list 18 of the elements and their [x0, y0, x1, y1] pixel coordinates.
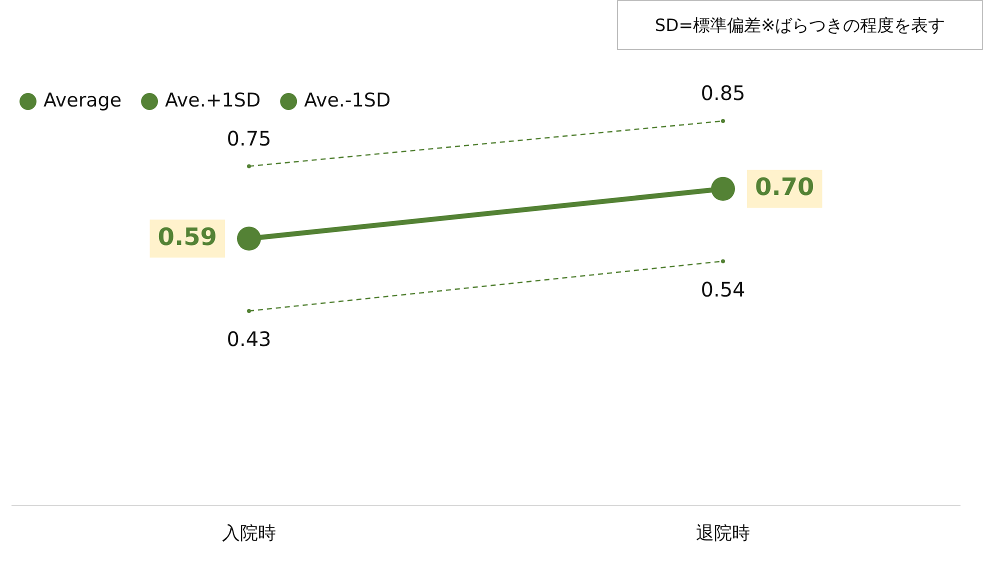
point — [721, 259, 725, 264]
x-tick-label: 入院時 — [222, 522, 276, 544]
legend-label: Ave.+1SD — [165, 89, 261, 112]
data-label: 0.43 — [226, 327, 272, 352]
point — [721, 119, 725, 123]
point — [711, 176, 735, 201]
data-label: 0.85 — [700, 81, 746, 106]
data-label: 0.54 — [700, 277, 746, 302]
text: SD=標準偏差※ばらつきの程度を表す — [617, 0, 983, 50]
x-tick-label: 退院時 — [696, 522, 750, 544]
legend-label: Ave.-1SD — [304, 89, 391, 112]
data-label: 0.59 — [158, 222, 218, 251]
data-label: 0.75 — [226, 126, 272, 150]
point — [247, 308, 251, 313]
point — [237, 226, 261, 251]
legend-label: Average — [44, 89, 122, 112]
data-label: 0.70 — [755, 173, 814, 202]
point — [247, 164, 251, 168]
